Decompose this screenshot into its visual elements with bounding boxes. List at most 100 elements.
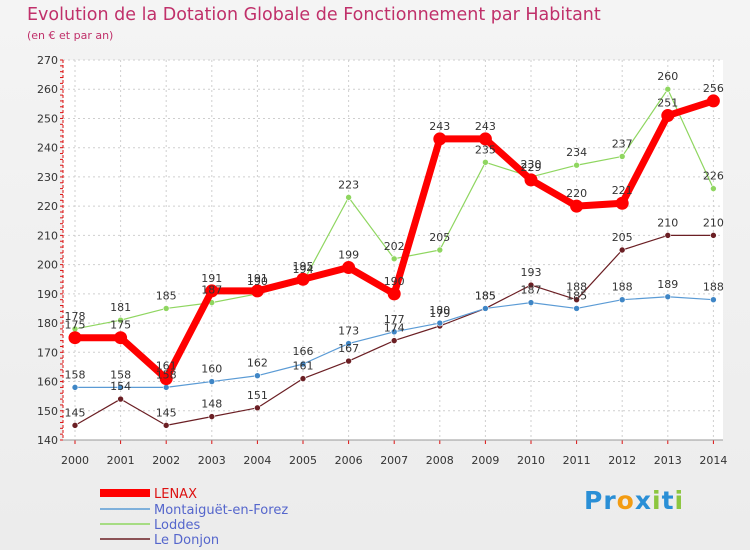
- x-tick-label: 2011: [563, 454, 591, 467]
- data-label-montaiguet-en-forez: 177: [384, 313, 405, 326]
- x-tick-label: 2007: [380, 454, 408, 467]
- x-tick-label: 2005: [289, 454, 317, 467]
- data-point-lenax: [114, 331, 128, 345]
- data-label-le-donjon: 154: [110, 380, 131, 393]
- x-tick-label: 2010: [517, 454, 545, 467]
- data-label-loddes: 234: [566, 146, 587, 159]
- data-label-loddes: 226: [703, 170, 724, 183]
- data-label-lenax: 190: [384, 275, 405, 288]
- data-label-loddes: 202: [384, 240, 405, 253]
- data-point-lenax: [68, 331, 82, 345]
- x-tick-label: 2008: [426, 454, 454, 467]
- data-label-lenax: 221: [612, 184, 633, 197]
- y-tick-label: 150: [37, 405, 58, 418]
- data-point-loddes: [345, 194, 352, 201]
- data-point-loddes: [436, 246, 444, 254]
- data-label-loddes: 260: [657, 70, 678, 83]
- x-tick-label: 2006: [335, 454, 363, 467]
- data-point-montaiguet-en-forez: [345, 340, 352, 347]
- x-tick-label: 2013: [654, 454, 682, 467]
- data-point-le-donjon: [664, 232, 672, 239]
- data-point-le-donjon: [254, 404, 261, 412]
- data-point-montaiguet-en-forez: [618, 296, 626, 303]
- data-label-le-donjon: 210: [657, 216, 678, 229]
- y-tick-label: 140: [37, 434, 58, 447]
- data-label-le-donjon: 179: [429, 307, 450, 320]
- x-tick-label: 2000: [61, 454, 89, 467]
- data-label-lenax: 191: [247, 272, 268, 285]
- data-point-montaiguet-en-forez: [390, 328, 398, 336]
- data-point-montaiguet-en-forez: [117, 384, 124, 391]
- y-tick-label: 190: [37, 288, 58, 301]
- data-point-montaiguet-en-forez: [527, 299, 535, 306]
- data-label-montaiguet-en-forez: 158: [65, 368, 86, 381]
- chart-subtitle: (en € et par an): [27, 29, 114, 42]
- data-point-montaiguet-en-forez: [710, 296, 717, 303]
- logo-letter: i: [674, 486, 685, 515]
- data-label-loddes: 185: [156, 289, 177, 302]
- data-point-lenax: [159, 372, 173, 386]
- data-label-lenax: 220: [566, 187, 587, 200]
- data-point-le-donjon: [345, 357, 352, 365]
- x-tick-label: 2009: [471, 454, 499, 467]
- data-label-le-donjon: 145: [156, 406, 177, 419]
- data-point-lenax: [296, 272, 310, 286]
- y-tick-label: 240: [37, 142, 58, 155]
- data-point-montaiguet-en-forez: [299, 360, 307, 368]
- x-tick-label: 2003: [198, 454, 226, 467]
- data-point-loddes: [710, 185, 717, 192]
- data-point-le-donjon: [71, 422, 79, 429]
- data-label-montaiguet-en-forez: 180: [429, 304, 450, 317]
- legend-label-loddes: Loddes: [154, 518, 200, 533]
- data-label-le-donjon: 174: [384, 322, 405, 335]
- logo-letter: x: [634, 486, 652, 515]
- data-point-le-donjon: [162, 422, 170, 429]
- data-point-le-donjon: [710, 232, 717, 239]
- data-label-le-donjon: 188: [566, 281, 587, 294]
- data-label-le-donjon: 145: [65, 406, 86, 419]
- data-label-loddes: 237: [612, 137, 633, 150]
- data-point-lenax: [524, 173, 538, 187]
- data-label-montaiguet-en-forez: 185: [475, 289, 496, 302]
- data-point-loddes: [573, 161, 580, 169]
- data-point-loddes: [390, 255, 398, 263]
- y-tick-label: 160: [37, 376, 58, 389]
- data-point-lenax: [387, 287, 401, 301]
- plot-area: [63, 60, 723, 440]
- data-label-montaiguet-en-forez: 187: [521, 284, 542, 297]
- data-point-montaiguet-en-forez: [71, 384, 79, 391]
- x-tick-label: 2004: [243, 454, 271, 467]
- data-label-lenax: 175: [65, 319, 86, 332]
- data-point-lenax: [342, 261, 356, 275]
- data-label-le-donjon: 148: [201, 398, 222, 411]
- data-label-loddes: 194: [293, 263, 314, 276]
- y-tick-label: 220: [37, 200, 58, 213]
- logo-letter: P: [584, 486, 604, 515]
- data-point-le-donjon: [299, 375, 307, 382]
- data-label-lenax: 195: [293, 260, 314, 273]
- logo-letter: t: [661, 486, 675, 515]
- data-label-lenax: 191: [201, 272, 222, 285]
- y-tick-label: 270: [37, 54, 58, 67]
- data-point-le-donjon: [117, 395, 124, 403]
- data-label-le-donjon: 161: [293, 360, 314, 373]
- y-tick-label: 180: [37, 317, 58, 330]
- data-label-lenax: 175: [110, 319, 131, 332]
- data-label-montaiguet-en-forez: 188: [703, 281, 724, 294]
- data-point-lenax: [615, 196, 629, 210]
- chart-title: Evolution de la Dotation Globale de Fonc…: [27, 5, 601, 25]
- data-label-loddes: 235: [475, 143, 496, 156]
- data-label-montaiguet-en-forez: 173: [338, 325, 359, 338]
- y-tick-label: 200: [37, 259, 58, 272]
- y-tick-label: 210: [37, 229, 58, 242]
- x-tick-label: 2002: [152, 454, 180, 467]
- data-label-loddes: 181: [110, 301, 131, 314]
- x-tick-label: 2014: [699, 454, 727, 467]
- data-label-montaiguet-en-forez: 158: [156, 368, 177, 381]
- data-point-le-donjon: [573, 296, 580, 303]
- data-point-lenax: [661, 109, 675, 123]
- legend-label-le-donjon: Le Donjon: [154, 533, 219, 548]
- data-point-montaiguet-en-forez: [664, 293, 672, 301]
